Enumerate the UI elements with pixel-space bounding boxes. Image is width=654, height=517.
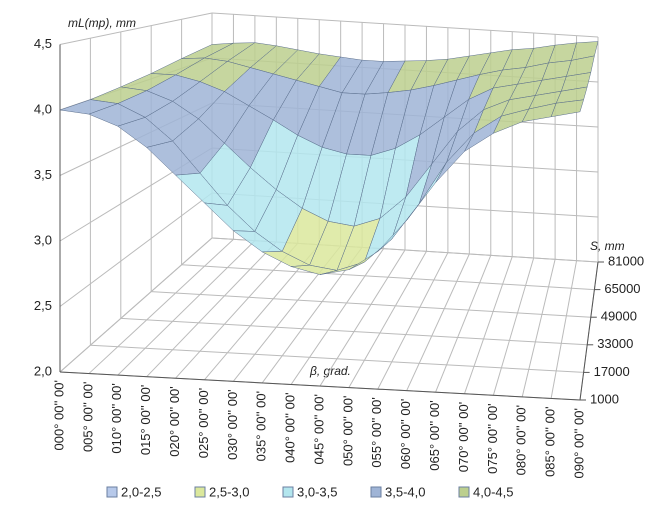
y-tick-label: 1000 <box>590 391 619 406</box>
y-tick-label: 33000 <box>597 336 633 351</box>
x-tick-label: 065° 00'' 00' <box>427 400 442 470</box>
floor-grid <box>550 260 578 399</box>
z-tick-label: 3,5 <box>34 167 52 182</box>
z-tick-label: 2,5 <box>34 298 52 313</box>
z-tick-label: 3,0 <box>34 232 52 247</box>
floor-grid <box>377 252 449 390</box>
x-tick-label: 005° 00'' 00' <box>80 382 95 452</box>
floor-grid <box>175 242 299 379</box>
y-tick-label: 81000 <box>608 253 644 268</box>
grid-line <box>59 237 213 373</box>
surface-cell <box>550 99 584 118</box>
x-tick-label: 070° 00'' 00' <box>456 402 471 472</box>
x-tick-label: 090° 00'' 00' <box>571 408 586 478</box>
legend-label: 2,0-2,5 <box>121 484 161 499</box>
y-axis-title: S, mm <box>590 239 625 253</box>
floor-grid <box>348 251 427 388</box>
x-tick-label: 035° 00'' 00' <box>254 391 269 461</box>
y-tick-label: 17000 <box>594 364 630 379</box>
x-axis-line <box>59 371 581 401</box>
legend-label: 4,0-4,5 <box>473 484 513 499</box>
x-tick-label: 030° 00'' 00' <box>225 389 240 459</box>
floor-grid <box>90 344 584 373</box>
floor-grid <box>521 259 556 398</box>
legend-label: 2,5-3,0 <box>209 484 249 499</box>
floor-grid <box>290 248 384 385</box>
y-axis-line <box>579 261 599 401</box>
x-tick-label: 000° 00'' 00' <box>51 380 66 450</box>
x-tick-label: 050° 00'' 00' <box>340 396 355 466</box>
x-tick-label: 010° 00'' 00' <box>109 383 124 453</box>
x-tick-label: 020° 00'' 00' <box>167 386 182 456</box>
grid-line <box>59 192 213 307</box>
legend-swatch <box>194 486 206 498</box>
grid-line <box>211 12 599 38</box>
floor-grid <box>181 264 595 291</box>
legend: 2,0-2,5 2,5-3,0 3,0-3,5 3,5-4,0 4,0-4,5 <box>106 484 513 499</box>
floor-grid <box>117 240 256 376</box>
legend-swatch <box>106 486 118 498</box>
x-tick-label: 075° 00'' 00' <box>485 403 500 473</box>
z-tick-label: 2,0 <box>34 363 52 378</box>
floor-grid <box>463 256 513 394</box>
z-axis-title: mL(mp), mm <box>68 16 136 30</box>
y-tick-label: 49000 <box>601 309 637 324</box>
floor-grid <box>406 253 470 391</box>
x-tick-label: 025° 00'' 00' <box>196 388 211 458</box>
legend-swatch <box>458 486 470 498</box>
x-tick-label: 045° 00'' 00' <box>311 394 326 464</box>
x-tick-label: 015° 00'' 00' <box>138 385 153 455</box>
x-tick-label: 055° 00'' 00' <box>369 397 384 467</box>
z-tick-label: 4,5 <box>34 36 52 51</box>
z-tick-label: 4,0 <box>34 101 52 116</box>
floor-grid <box>492 257 535 396</box>
legend-swatch <box>282 486 294 498</box>
floor-grid <box>120 317 588 346</box>
x-axis-title: β, grad. <box>309 364 351 378</box>
floor-grid <box>88 238 234 374</box>
x-tick-label: 085° 00'' 00' <box>543 406 558 476</box>
x-tick-label: 080° 00'' 00' <box>514 405 529 475</box>
floor-grid <box>151 291 591 318</box>
floor-grid <box>435 255 492 393</box>
surface <box>59 41 599 275</box>
floor-grid <box>146 241 277 378</box>
floor-grid <box>319 249 406 387</box>
x-tick-label: 040° 00'' 00' <box>283 392 298 462</box>
legend-label: 3,0-3,5 <box>297 484 337 499</box>
x-tick-label: 060° 00'' 00' <box>398 399 413 469</box>
y-tick-label: 65000 <box>604 281 640 296</box>
legend-label: 3,5-4,0 <box>385 484 425 499</box>
legend-swatch <box>370 486 382 498</box>
grid-line <box>59 12 213 45</box>
